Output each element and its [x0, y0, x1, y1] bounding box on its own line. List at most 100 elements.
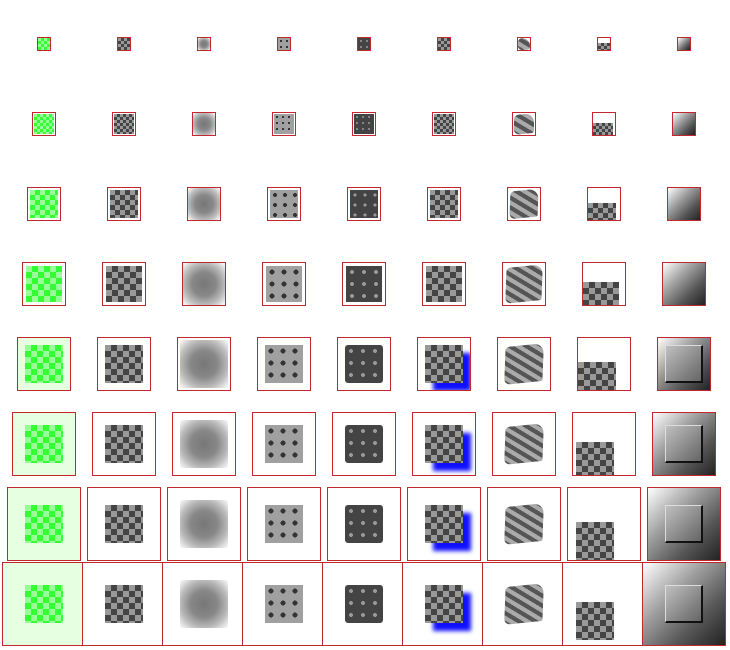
dark-checker-tile [105, 425, 143, 463]
blurred-tile [193, 113, 215, 135]
offset-checker-tile [575, 522, 614, 560]
effect-cell-blur [187, 187, 221, 221]
dotted-dark-tile [346, 266, 382, 302]
warped-tile [504, 503, 544, 545]
blurred-tile [180, 500, 228, 548]
effect-cell-bevel [647, 487, 721, 561]
effect-cell-drop-shadow [407, 487, 481, 561]
effect-cell-dotted-dark [337, 337, 391, 391]
effect-cell-dotted-dark [322, 562, 406, 646]
shadowed-checker-tile [425, 425, 463, 463]
effect-cell-blur [182, 262, 226, 306]
effect-cell-drop-shadow [417, 337, 471, 391]
effect-cell-bevel [677, 37, 691, 51]
green-checker-tile [25, 425, 63, 463]
dark-checker-tile [105, 505, 143, 543]
green-checker-tile [25, 585, 63, 623]
bevel-square [665, 345, 703, 383]
dotted-dark-tile [345, 425, 383, 463]
warped-tile [504, 343, 544, 385]
effect-cell-offset-crop [597, 37, 611, 51]
shadowed-checker-tile [438, 38, 450, 50]
effect-cell-blur [197, 37, 211, 51]
dark-checker-tile [114, 114, 134, 134]
dotted-tile [270, 190, 298, 218]
warped-tile [505, 264, 543, 304]
green-checker-tile [38, 38, 50, 50]
effect-cell-bevel [667, 187, 701, 221]
effect-cell-warp [502, 262, 546, 306]
effect-cell-dark-checker [82, 562, 166, 646]
effect-cell-offset-crop [572, 412, 636, 476]
effect-cell-dark-checker [102, 262, 146, 306]
effect-cell-dotted-dark [352, 112, 376, 136]
green-checker-tile [34, 114, 54, 134]
effect-cell-green-checker [7, 487, 81, 561]
shadowed-checker-tile [425, 505, 463, 543]
effect-cell-drop-shadow [412, 412, 476, 476]
dotted-tile [278, 38, 290, 50]
dotted-tile [266, 266, 302, 302]
blurred-tile [180, 580, 228, 628]
effect-cell-dotted-dark [357, 37, 371, 51]
bevel-square [665, 585, 703, 623]
dotted-dark-tile [345, 505, 383, 543]
offset-checker-tile [588, 202, 616, 220]
effect-cell-dotted-dark [332, 412, 396, 476]
blurred-tile [183, 263, 225, 305]
shadowed-checker-tile [425, 345, 463, 383]
effect-cell-blur [177, 337, 231, 391]
effect-cell-dotted [267, 187, 301, 221]
green-checker-tile [30, 190, 58, 218]
effect-cell-green-checker [27, 187, 61, 221]
dotted-dark-tile [350, 190, 378, 218]
effect-cell-offset-crop [582, 262, 626, 306]
bevel-square [665, 505, 703, 543]
effect-cell-dotted [242, 562, 326, 646]
offset-checker-tile [598, 43, 610, 50]
effect-cell-dotted-dark [327, 487, 401, 561]
dark-checker-tile [105, 585, 143, 623]
blurred-tile [180, 340, 228, 388]
effect-cell-dark-checker [87, 487, 161, 561]
effect-cell-offset-crop [577, 337, 631, 391]
effect-cell-drop-shadow [402, 562, 486, 646]
effect-cell-offset-crop [587, 187, 621, 221]
effect-cell-green-checker [2, 562, 86, 646]
effect-cell-drop-shadow [432, 112, 456, 136]
effect-cell-dotted-dark [342, 262, 386, 306]
effect-cell-bevel [657, 337, 711, 391]
offset-checker-tile [583, 282, 619, 305]
effect-cell-offset-crop [592, 112, 616, 136]
effect-cell-warp [482, 562, 566, 646]
effect-cell-warp [487, 487, 561, 561]
dotted-tile [265, 345, 303, 383]
effect-cell-dotted [272, 112, 296, 136]
dotted-dark-tile [358, 38, 370, 50]
dotted-tile [265, 505, 303, 543]
effect-cell-blur [167, 487, 241, 561]
effect-cell-bevel [642, 562, 726, 646]
green-checker-tile [25, 345, 63, 383]
warped-tile [509, 188, 539, 220]
shadowed-checker-tile [430, 190, 458, 218]
effect-cell-bevel [672, 112, 696, 136]
dark-checker-tile [110, 190, 138, 218]
offset-checker-tile [578, 362, 616, 390]
offset-checker-tile [575, 602, 614, 641]
effect-cell-dotted [262, 262, 306, 306]
effect-cell-warp [507, 187, 541, 221]
dotted-tile [265, 585, 303, 623]
effect-cell-offset-crop [567, 487, 641, 561]
effect-cell-dark-checker [97, 337, 151, 391]
offset-checker-tile [575, 442, 614, 475]
effect-cell-offset-crop [562, 562, 646, 646]
effect-cell-bevel [662, 262, 706, 306]
dotted-dark-tile [345, 585, 383, 623]
effect-cell-drop-shadow [437, 37, 451, 51]
effect-cell-dotted-dark [347, 187, 381, 221]
green-checker-tile [25, 505, 63, 543]
blurred-tile [198, 38, 210, 50]
bevel-background [668, 188, 700, 220]
warped-tile [513, 113, 535, 135]
